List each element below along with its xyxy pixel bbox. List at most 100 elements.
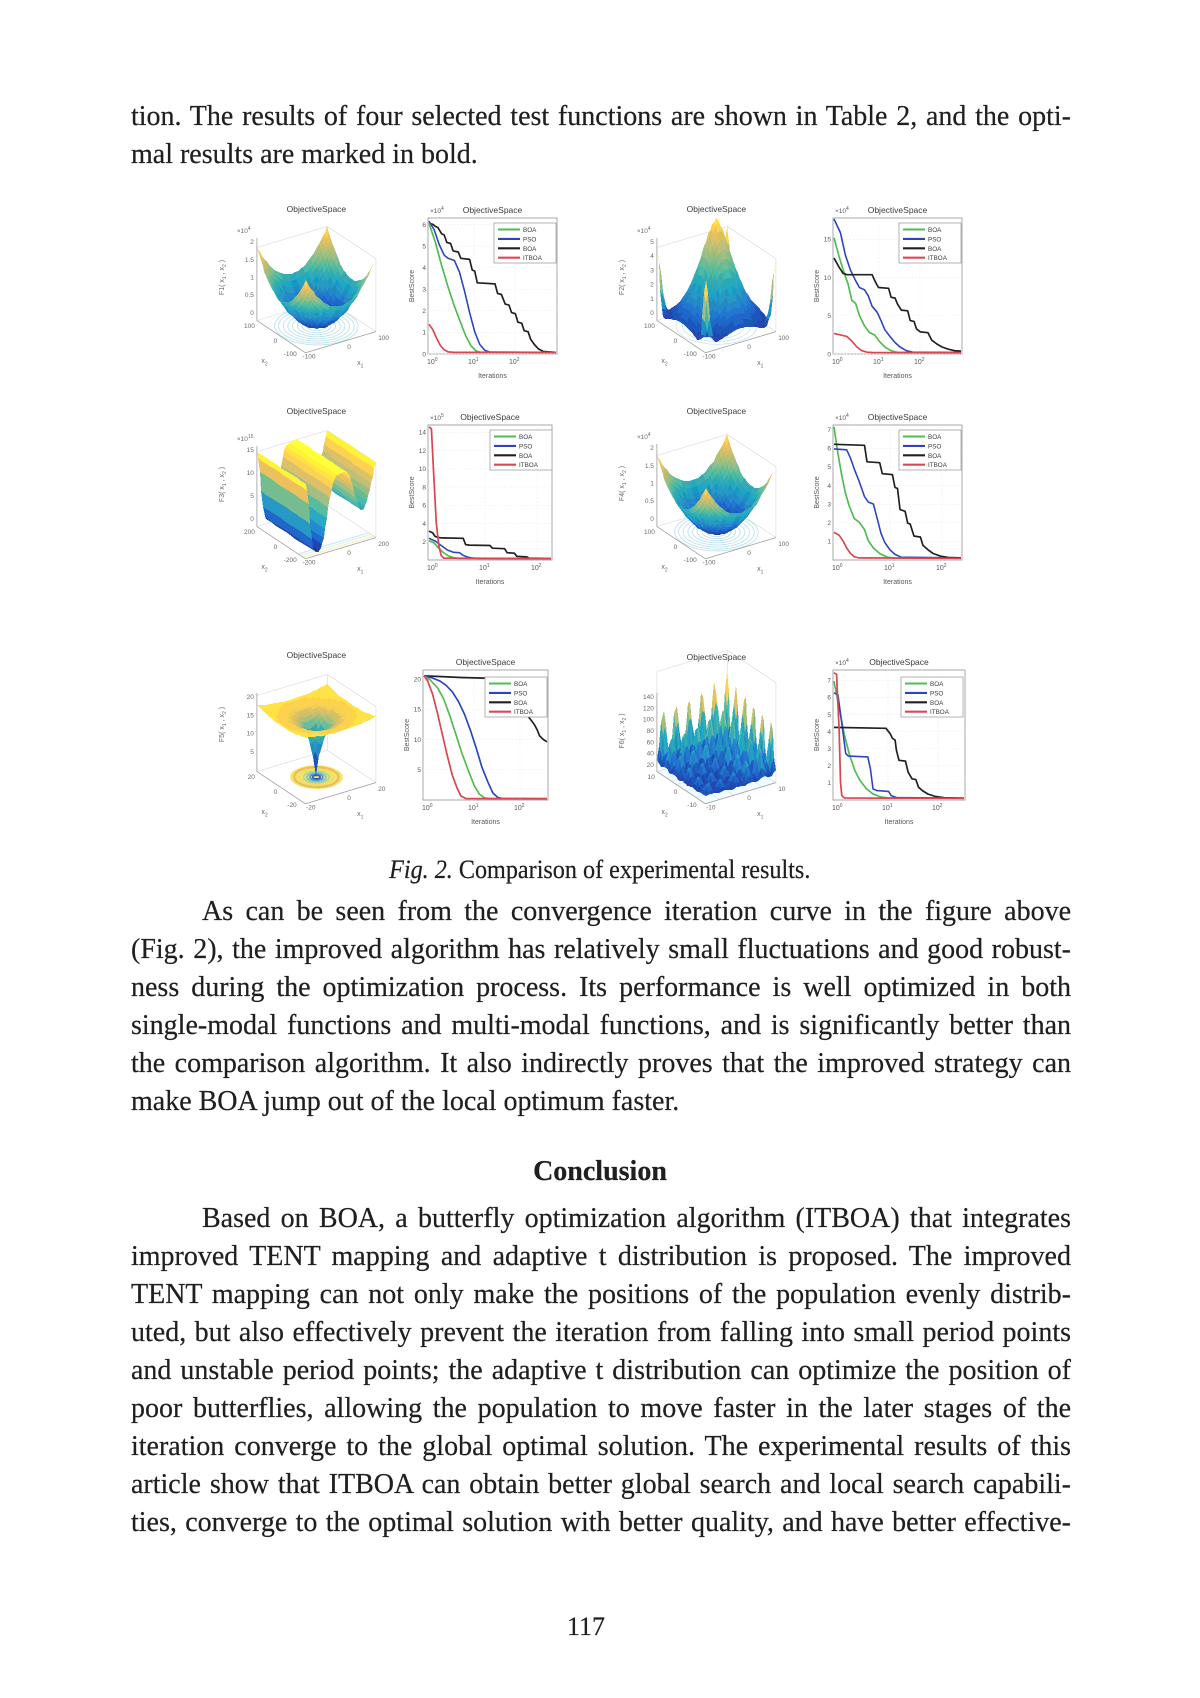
svg-text:101: 101 bbox=[884, 563, 895, 572]
svg-text:ObjectiveSpace: ObjectiveSpace bbox=[868, 412, 928, 422]
svg-text:ITBOA: ITBOA bbox=[523, 255, 543, 262]
svg-text:2: 2 bbox=[827, 520, 831, 527]
svg-text:5: 5 bbox=[827, 464, 831, 471]
svg-text:BestScore: BestScore bbox=[814, 270, 821, 302]
svg-text:100: 100 bbox=[643, 717, 654, 724]
svg-text:100: 100 bbox=[832, 803, 843, 812]
svg-text:0: 0 bbox=[274, 338, 278, 345]
svg-text:PSO: PSO bbox=[519, 443, 532, 450]
svg-text:20: 20 bbox=[378, 786, 386, 793]
svg-text:1.5: 1.5 bbox=[645, 463, 654, 470]
svg-text:0: 0 bbox=[747, 550, 751, 557]
svg-text:200: 200 bbox=[378, 541, 389, 548]
svg-text:0: 0 bbox=[274, 789, 278, 796]
svg-text:1: 1 bbox=[827, 539, 831, 546]
svg-text:ObjectiveSpace: ObjectiveSpace bbox=[287, 650, 347, 660]
svg-text:0: 0 bbox=[274, 544, 278, 551]
svg-text:BOA: BOA bbox=[928, 227, 942, 234]
svg-text:5: 5 bbox=[417, 767, 421, 774]
svg-text:6: 6 bbox=[422, 222, 426, 229]
svg-text:×104: ×104 bbox=[835, 658, 849, 667]
svg-text:6: 6 bbox=[827, 446, 831, 453]
svg-text:×104: ×104 bbox=[637, 226, 651, 235]
svg-text:x2: x2 bbox=[661, 358, 668, 368]
svg-text:x2: x2 bbox=[261, 564, 268, 574]
svg-text:BOA: BOA bbox=[519, 453, 533, 460]
svg-text:3: 3 bbox=[827, 501, 831, 508]
svg-text:0: 0 bbox=[347, 344, 351, 351]
svg-text:102: 102 bbox=[514, 803, 525, 812]
svg-text:1: 1 bbox=[827, 780, 831, 787]
svg-text:6: 6 bbox=[827, 695, 831, 702]
svg-text:ITBOA: ITBOA bbox=[930, 709, 950, 716]
svg-text:140: 140 bbox=[643, 694, 654, 701]
svg-text:ITBOA: ITBOA bbox=[928, 462, 948, 469]
svg-text:0: 0 bbox=[250, 516, 254, 523]
svg-text:4: 4 bbox=[827, 729, 831, 736]
svg-text:BestScore: BestScore bbox=[409, 270, 416, 302]
svg-text:200: 200 bbox=[244, 529, 255, 536]
svg-text:2: 2 bbox=[650, 445, 654, 452]
svg-text:3: 3 bbox=[650, 267, 654, 274]
svg-text:0: 0 bbox=[747, 344, 751, 351]
svg-text:1: 1 bbox=[650, 296, 654, 303]
svg-text:10: 10 bbox=[648, 774, 656, 781]
svg-text:PSO: PSO bbox=[928, 443, 941, 450]
svg-text:-200: -200 bbox=[302, 560, 315, 567]
svg-text:10: 10 bbox=[824, 275, 832, 282]
svg-text:101: 101 bbox=[873, 357, 884, 366]
svg-text:×104: ×104 bbox=[430, 206, 444, 215]
svg-text:2: 2 bbox=[650, 282, 654, 289]
svg-text:15: 15 bbox=[824, 237, 832, 244]
svg-text:101: 101 bbox=[882, 803, 893, 812]
svg-text:100: 100 bbox=[644, 529, 655, 536]
svg-text:4: 4 bbox=[827, 483, 831, 490]
svg-text:0.5: 0.5 bbox=[645, 498, 654, 505]
svg-text:120: 120 bbox=[643, 705, 654, 712]
svg-text:1: 1 bbox=[250, 275, 254, 282]
svg-text:20: 20 bbox=[247, 694, 255, 701]
svg-text:5: 5 bbox=[827, 712, 831, 719]
svg-text:15: 15 bbox=[247, 712, 255, 719]
svg-text:ObjectiveSpace: ObjectiveSpace bbox=[869, 657, 929, 667]
svg-text:4: 4 bbox=[650, 253, 654, 260]
svg-text:2: 2 bbox=[827, 763, 831, 770]
svg-text:0: 0 bbox=[674, 789, 678, 796]
svg-text:14: 14 bbox=[419, 430, 427, 437]
svg-text:100: 100 bbox=[427, 357, 438, 366]
svg-text:×105: ×105 bbox=[430, 413, 444, 422]
svg-text:F5( x1 , x2 ): F5( x1 , x2 ) bbox=[219, 707, 228, 742]
svg-text:1: 1 bbox=[422, 330, 426, 337]
svg-text:-100: -100 bbox=[684, 351, 697, 358]
svg-text:101: 101 bbox=[479, 563, 490, 572]
svg-text:100: 100 bbox=[378, 335, 389, 342]
svg-text:F1( x1 , x2 ): F1( x1 , x2 ) bbox=[219, 260, 228, 295]
svg-text:10: 10 bbox=[247, 731, 255, 738]
svg-text:0: 0 bbox=[650, 310, 654, 317]
svg-text:x1: x1 bbox=[357, 566, 364, 576]
svg-text:×104: ×104 bbox=[237, 226, 251, 235]
svg-text:-20: -20 bbox=[287, 802, 297, 809]
svg-text:10: 10 bbox=[414, 737, 422, 744]
svg-text:ObjectiveSpace: ObjectiveSpace bbox=[287, 406, 347, 416]
svg-text:10: 10 bbox=[778, 786, 786, 793]
svg-text:Iterations: Iterations bbox=[471, 819, 500, 826]
svg-text:0: 0 bbox=[347, 795, 351, 802]
svg-text:4: 4 bbox=[422, 521, 426, 528]
svg-text:100: 100 bbox=[832, 357, 843, 366]
svg-text:102: 102 bbox=[932, 803, 943, 812]
svg-text:5: 5 bbox=[827, 313, 831, 320]
svg-text:ObjectiveSpace: ObjectiveSpace bbox=[687, 204, 747, 214]
svg-text:F4( x1 , x2 ): F4( x1 , x2 ) bbox=[619, 466, 628, 501]
svg-text:F6( x1 , x2 ): F6( x1 , x2 ) bbox=[619, 713, 628, 748]
svg-text:BOA: BOA bbox=[928, 246, 942, 253]
svg-text:BestScore: BestScore bbox=[814, 719, 821, 751]
svg-text:F3( x1 , x2 ): F3( x1 , x2 ) bbox=[219, 467, 228, 502]
svg-text:-100: -100 bbox=[702, 560, 715, 567]
svg-text:x2: x2 bbox=[261, 809, 268, 819]
svg-text:5: 5 bbox=[250, 493, 254, 500]
svg-text:x1: x1 bbox=[757, 566, 764, 576]
svg-text:6: 6 bbox=[422, 503, 426, 510]
svg-text:100: 100 bbox=[644, 323, 655, 330]
svg-text:7: 7 bbox=[827, 427, 831, 434]
